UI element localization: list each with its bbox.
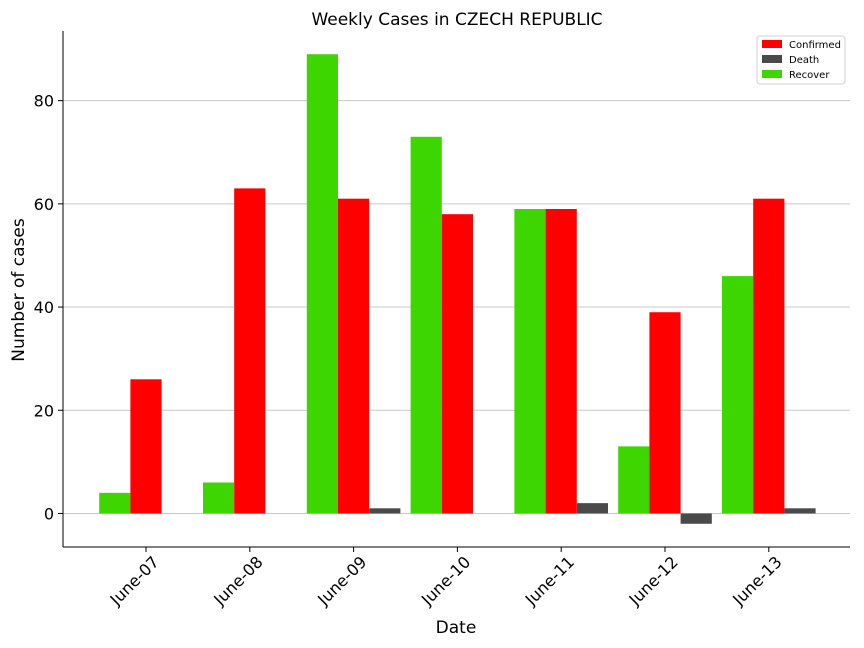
y-tick-label: 0 <box>44 504 54 523</box>
legend-label-death: Death <box>789 55 819 66</box>
y-ticks: 0 20 40 60 80 <box>34 92 63 523</box>
bar-recover-june-12 <box>618 446 650 514</box>
y-axis-title: Number of cases <box>9 218 29 362</box>
bar-death-june-13 <box>784 508 816 514</box>
bar-confirmed-june-12 <box>649 312 681 514</box>
legend: Confirmed Death Recover <box>756 35 846 85</box>
y-tick-label: 80 <box>34 92 54 111</box>
bar-confirmed-june-09 <box>338 198 370 514</box>
x-tick-label: June-12 <box>625 552 682 609</box>
bar-confirmed-june-11 <box>545 209 577 514</box>
bar-death-june-12 <box>680 513 712 524</box>
legend-swatch-confirmed <box>762 40 782 48</box>
bar-recover-june-07 <box>99 492 131 514</box>
y-tick-label: 60 <box>34 195 54 214</box>
bar-confirmed-june-10 <box>441 214 473 514</box>
legend-label-recover: Recover <box>789 70 830 81</box>
x-tick-label: June-07 <box>106 552 163 609</box>
x-tick-label: June-10 <box>417 552 474 609</box>
x-tick-label: June-13 <box>728 552 785 609</box>
bar-confirmed-june-08 <box>234 188 266 514</box>
legend-swatch-death <box>762 55 782 63</box>
bar-death-june-09 <box>369 508 401 514</box>
x-tick-label: June-08 <box>209 552 266 609</box>
bar-confirmed-june-07 <box>130 379 162 514</box>
bar-recover-june-10 <box>410 136 442 514</box>
x-ticks: June-07 June-08 June-09 June-10 June-11 June-… <box>106 547 786 610</box>
bar-recover-june-13 <box>722 276 754 514</box>
bars <box>99 54 816 524</box>
legend-label-confirmed: Confirmed <box>789 40 841 51</box>
axes <box>62 31 850 548</box>
y-tick-label: 40 <box>34 298 54 317</box>
x-tick-label: June-09 <box>313 552 370 609</box>
bar-recover-june-09 <box>306 54 338 514</box>
x-axis-title: Date <box>436 618 477 638</box>
bar-recover-june-11 <box>514 209 546 514</box>
y-tick-label: 20 <box>34 401 54 420</box>
bar-death-june-11 <box>576 503 608 514</box>
legend-swatch-recover <box>762 70 782 78</box>
x-tick-label: June-11 <box>521 552 578 609</box>
bar-recover-june-08 <box>203 482 235 514</box>
chart-title: Weekly Cases in CZECH REPUBLIC <box>311 10 602 30</box>
bar-confirmed-june-13 <box>753 198 785 514</box>
